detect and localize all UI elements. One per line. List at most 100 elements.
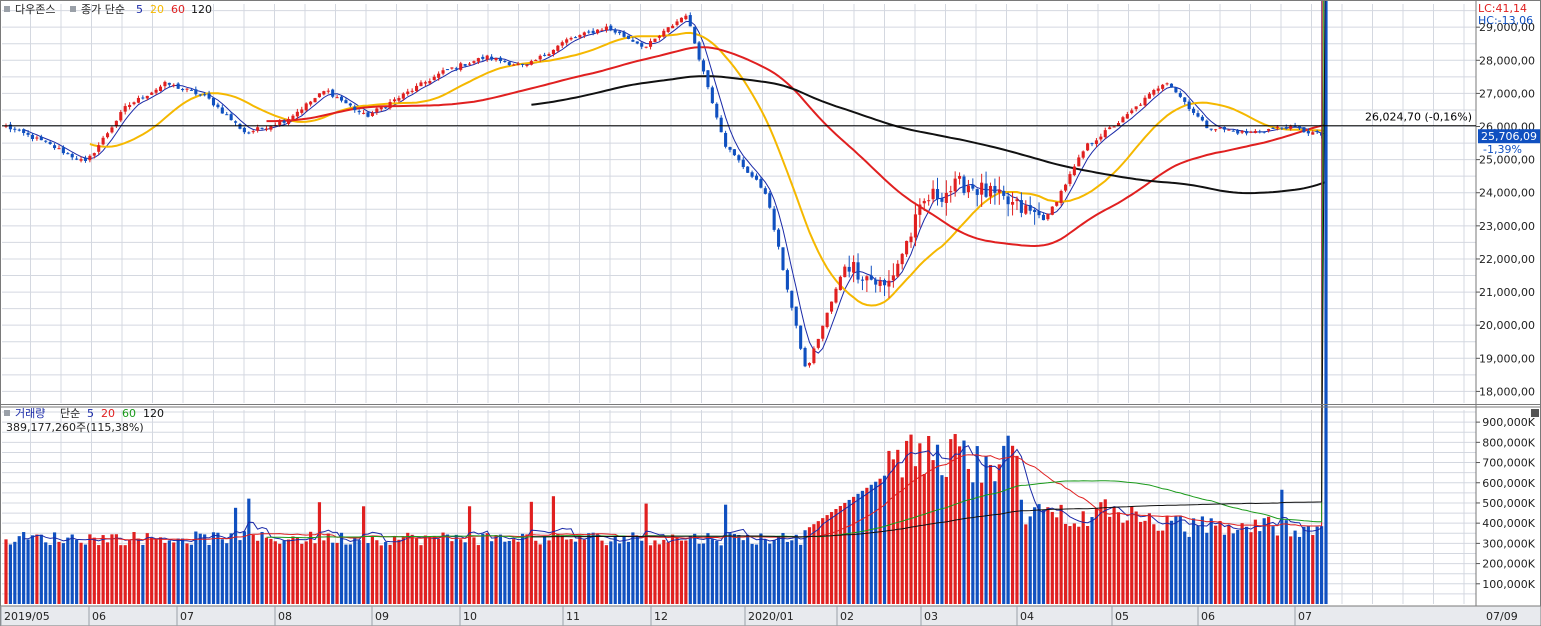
- volume-bar: [573, 541, 578, 604]
- price-tick-label: 22,000,00: [1479, 253, 1535, 266]
- volume-bar: [891, 459, 895, 604]
- volume-bar: [1161, 530, 1165, 604]
- volume-bar: [666, 542, 670, 604]
- candle-body: [331, 89, 335, 97]
- candle-body: [1183, 97, 1187, 102]
- price-ma-60-line: [266, 46, 1327, 248]
- candle-body: [313, 98, 317, 103]
- candle-body: [573, 37, 578, 39]
- volume-bar: [640, 540, 644, 604]
- volume-bar: [918, 443, 922, 604]
- volume-bar: [180, 538, 185, 604]
- legend-box-icon: [4, 410, 10, 416]
- volume-bar: [22, 532, 26, 604]
- candle-body: [238, 123, 242, 129]
- candle-body: [189, 89, 193, 91]
- candle-body: [525, 64, 529, 66]
- candle-body: [269, 126, 273, 130]
- candle-body: [988, 185, 993, 197]
- legend-box-icon: [70, 6, 76, 12]
- volume-bar: [1236, 530, 1240, 604]
- candle-body: [423, 82, 427, 84]
- candle-body: [481, 56, 485, 59]
- date-label: 2019/05: [4, 610, 50, 623]
- candle-body: [203, 94, 207, 96]
- volume-bar: [309, 531, 313, 604]
- volume-bar: [984, 456, 988, 604]
- volume-bar: [8, 544, 13, 604]
- volume-bar: [1152, 524, 1156, 604]
- volume-bar: [1191, 518, 1196, 604]
- candle-body: [534, 60, 538, 62]
- volume-bar: [860, 490, 865, 604]
- candle-body: [1002, 190, 1006, 196]
- volume-bar: [348, 544, 352, 604]
- volume-bar: [1077, 526, 1081, 604]
- volume-bar: [278, 543, 282, 604]
- candle-body: [1297, 126, 1302, 129]
- volume-bar: [882, 475, 887, 604]
- price-legend-ma-60: 60: [171, 3, 185, 16]
- date-label: 05: [1115, 610, 1129, 623]
- candle-body: [278, 121, 282, 125]
- volume-bar: [591, 532, 595, 604]
- candle-body: [163, 81, 167, 87]
- volume-bar: [953, 434, 957, 604]
- volume-bar: [772, 540, 776, 604]
- volume-bar: [520, 533, 525, 604]
- candle-body: [543, 54, 547, 56]
- candle-body: [980, 182, 984, 195]
- volume-bar: [362, 506, 366, 604]
- candle-body: [962, 176, 966, 193]
- volume-bar: [326, 533, 330, 604]
- candle-body: [927, 200, 931, 202]
- candle-body: [300, 109, 304, 113]
- volume-bar: [339, 532, 344, 604]
- candle-body: [529, 61, 533, 65]
- candle-body: [905, 240, 909, 255]
- volume-bar: [494, 535, 498, 604]
- volume-bar: [1037, 504, 1041, 604]
- candle-body: [229, 114, 233, 121]
- candle-body: [437, 73, 441, 78]
- candle-body: [816, 338, 820, 348]
- candle-body: [1231, 130, 1235, 132]
- volume-ma-120-line: [531, 0, 1326, 538]
- candle-body: [896, 263, 900, 277]
- candle-body: [1077, 157, 1081, 167]
- date-label: 12: [654, 610, 668, 623]
- volume-bar: [622, 536, 626, 604]
- volume-bar: [993, 481, 997, 604]
- volume-bar: [988, 464, 993, 604]
- candle-body: [211, 97, 216, 106]
- candle-body: [57, 148, 61, 150]
- candle-body: [706, 70, 710, 88]
- volume-bar: [980, 482, 984, 604]
- candle-body: [1267, 128, 1271, 131]
- candle-body: [410, 90, 414, 92]
- volume-bar: [874, 481, 878, 604]
- candle-body: [1028, 205, 1032, 211]
- candle-body: [697, 42, 701, 60]
- candle-body: [966, 185, 970, 193]
- price-tick-label: 20,000,00: [1479, 319, 1535, 332]
- volume-bar: [331, 542, 335, 604]
- candle-body: [600, 29, 604, 31]
- candle-body: [1192, 108, 1196, 113]
- candle-body: [949, 191, 953, 193]
- volume-bar: [635, 536, 639, 604]
- volume-bar: [207, 544, 211, 604]
- volume-bar: [856, 493, 860, 604]
- candle-body: [843, 266, 847, 278]
- volume-bar: [701, 543, 706, 604]
- candle-body: [1086, 143, 1090, 151]
- volume-bar: [335, 542, 339, 604]
- volume-bar: [26, 539, 30, 604]
- candle-body: [260, 127, 264, 129]
- candle-body: [1019, 200, 1023, 213]
- volume-bar: [119, 545, 123, 604]
- volume-bar: [441, 532, 445, 604]
